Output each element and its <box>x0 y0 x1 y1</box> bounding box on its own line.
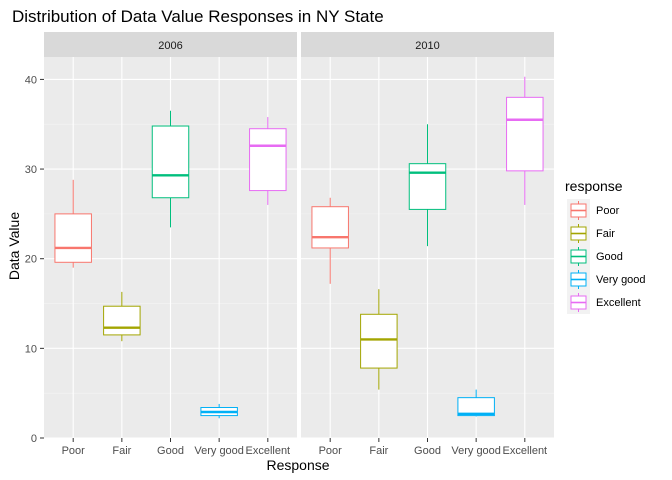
y-tick-label: 40 <box>25 74 37 86</box>
x-axis-title: Response <box>266 457 329 473</box>
box-body <box>151 125 190 199</box>
x-tick-label: Fair <box>369 445 388 457</box>
x-tick-label: Excellent <box>502 445 547 457</box>
x-tick-label: Excellent <box>245 445 290 457</box>
x-tick-label: Very good <box>451 445 501 457</box>
box-body <box>311 206 349 249</box>
box-body <box>360 313 398 369</box>
box-body <box>249 128 287 192</box>
legend: response Poor Fair Good Very good Excellent <box>565 178 646 314</box>
x-tick-label: Poor <box>319 445 343 457</box>
facet-label: 2006 <box>158 40 182 52</box>
box-body <box>457 397 495 417</box>
x-tick-label: Very good <box>194 445 244 457</box>
y-tick-label: 10 <box>25 343 37 355</box>
x-tick-label: Fair <box>112 445 131 457</box>
y-tick-label: 20 <box>25 254 37 266</box>
y-tick-label: 30 <box>25 164 37 176</box>
y-tick-label: 0 <box>31 433 37 445</box>
legend-label: Very good <box>596 274 646 286</box>
legend-title: response <box>565 178 623 194</box>
legend-label: Good <box>596 251 623 263</box>
box-body <box>408 163 447 210</box>
facet-label: 2010 <box>415 40 439 52</box>
chart-title: Distribution of Data Value Responses in … <box>12 7 384 26</box>
facet-strip <box>301 32 554 57</box>
legend-label: Fair <box>596 228 615 240</box>
box-body <box>54 213 92 263</box>
box-body <box>103 305 141 336</box>
x-tick-label: Poor <box>62 445 86 457</box>
box-body <box>506 96 544 172</box>
x-tick-label: Good <box>414 445 441 457</box>
legend-label: Poor <box>596 205 620 217</box>
legend-label: Excellent <box>596 297 641 309</box>
x-tick-label: Good <box>157 445 184 457</box>
facet-strip <box>44 32 297 57</box>
y-axis-title: Data Value <box>6 212 22 280</box>
